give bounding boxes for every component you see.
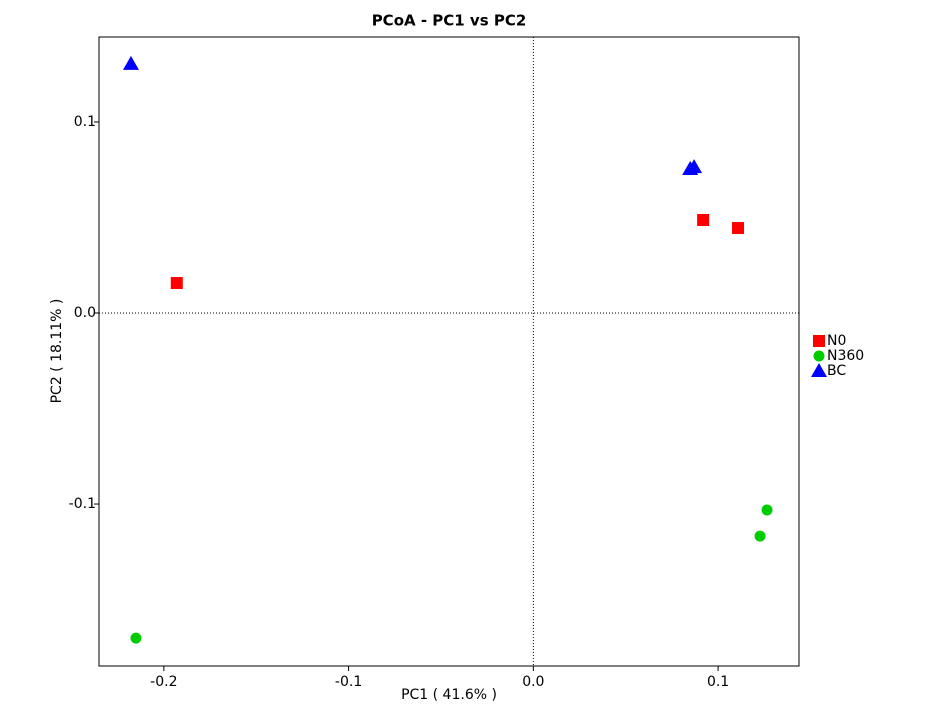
x-tick-label: 0.0	[522, 674, 544, 690]
legend-marker	[813, 335, 825, 347]
x-tick-label: -0.1	[335, 674, 362, 690]
point	[122, 55, 139, 70]
x-tick-label: -0.2	[150, 674, 177, 690]
x-tick-label: 0.1	[707, 674, 729, 690]
legend-label: N0	[827, 333, 846, 349]
y-tick-label: 0.0	[74, 305, 96, 321]
point	[732, 222, 745, 235]
y-axis-label: PC2 ( 18.11% )	[49, 299, 65, 404]
legend-marker	[813, 350, 825, 362]
point	[170, 277, 183, 290]
point	[754, 530, 766, 542]
legend-label: N360	[827, 348, 864, 364]
legend-label: BC	[827, 363, 846, 379]
y-tick-label: -0.1	[69, 496, 96, 512]
y-tick-label: 0.1	[74, 114, 96, 130]
point	[761, 504, 773, 516]
chart-title: PCoA - PC1 vs PC2	[372, 12, 527, 30]
point	[686, 159, 703, 174]
legend-marker	[811, 363, 827, 377]
point	[697, 213, 710, 226]
point	[130, 632, 142, 644]
plot-frame	[98, 36, 800, 667]
x-axis-label: PC1 ( 41.6% )	[401, 687, 497, 703]
